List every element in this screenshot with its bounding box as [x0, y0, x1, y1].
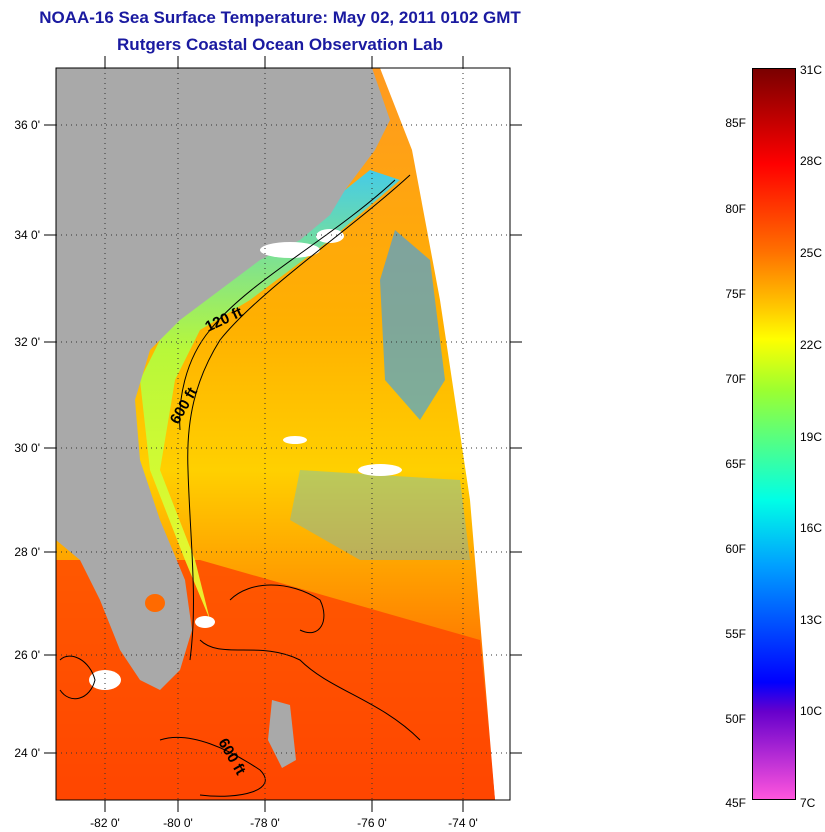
lon-label: -78 0' — [250, 816, 280, 830]
map-title: NOAA-16 Sea Surface Temperature: May 02,… — [39, 8, 521, 27]
colorbar-c-label: 22C — [800, 338, 823, 352]
shelf-water — [140, 170, 400, 620]
cloud-patches — [89, 229, 402, 690]
colorbar-c-label: 28C — [800, 154, 823, 168]
colorbar-c-label: 16C — [800, 521, 823, 535]
lon-label: -80 0' — [163, 816, 193, 830]
axis-ticks — [44, 56, 522, 812]
colorbar-c-label: 31C — [800, 63, 823, 77]
lat-label: 34 0' — [14, 228, 40, 242]
colorbar-c-label: 19C — [800, 430, 823, 444]
lon-label: -74 0' — [448, 816, 478, 830]
lat-label: 26 0' — [14, 648, 40, 662]
lat-label: 24 0' — [14, 746, 40, 760]
cool-water-band-south — [290, 470, 470, 560]
colorbar-f-label: 60F — [725, 542, 746, 556]
colorbar-f-label: 55F — [725, 627, 746, 641]
land-mass — [56, 68, 390, 690]
temperature-colorbar — [752, 68, 796, 800]
bahamas-islands — [268, 700, 296, 768]
colorbar-f-label: 50F — [725, 712, 746, 726]
depth-contours — [59, 174, 421, 797]
colorbar-c-label: 10C — [800, 704, 823, 718]
cool-water-band — [380, 230, 445, 420]
map-frame — [55, 67, 511, 801]
lon-label: -82 0' — [90, 816, 120, 830]
colorbar-f-label: 70F — [725, 372, 746, 386]
colorbar-f-label: 75F — [725, 287, 746, 301]
lat-label: 36 0' — [14, 118, 40, 132]
colorbar-f-label: 80F — [725, 202, 746, 216]
lat-label: 28 0' — [14, 545, 40, 559]
colorbar-f-label: 85F — [725, 116, 746, 130]
colorbar-c-label: 13C — [800, 613, 823, 627]
map-plot-area: 120 ft 600 ft 600 ft — [56, 68, 510, 800]
grid-lines — [56, 68, 510, 800]
map-subtitle: Rutgers Coastal Ocean Observation Lab — [117, 35, 443, 54]
lat-label: 32 0' — [14, 335, 40, 349]
colorbar-f-label: 45F — [725, 796, 746, 810]
colorbar-f-label: 65F — [725, 457, 746, 471]
lon-label: -76 0' — [357, 816, 387, 830]
lake-okeechobee — [145, 594, 165, 612]
colorbar-c-label: 25C — [800, 246, 823, 260]
colorbar-c-label: 7C — [800, 796, 816, 810]
lat-label: 30 0' — [14, 441, 40, 455]
